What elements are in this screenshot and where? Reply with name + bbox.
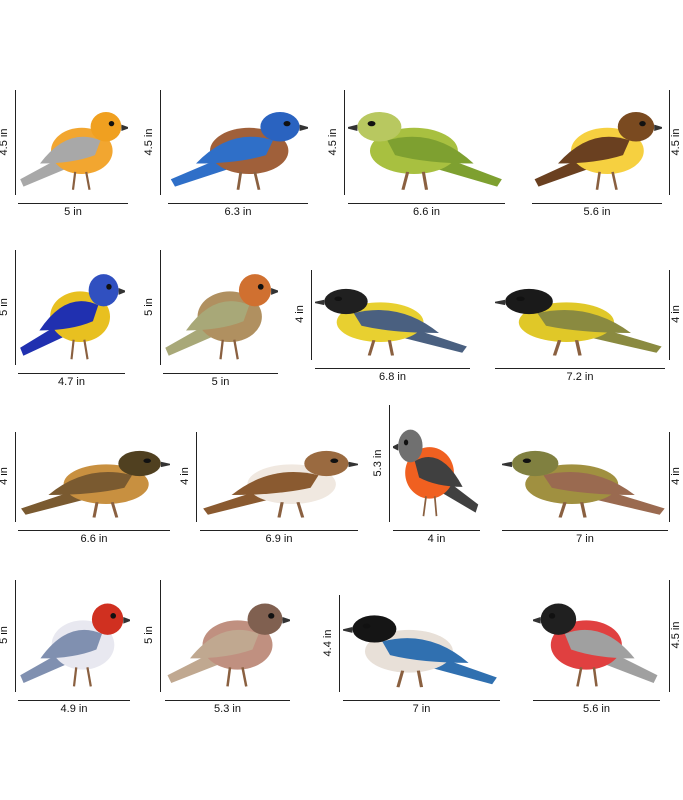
bird-illustration	[170, 112, 308, 190]
width-dimension-line	[200, 530, 358, 531]
width-label: 7 in	[576, 533, 594, 545]
width-dimension-line	[18, 530, 170, 531]
width-label: 5 in	[64, 206, 82, 218]
width-dimension-line	[315, 368, 470, 369]
width-dimension-line	[533, 700, 660, 701]
bird-illustration	[20, 112, 128, 190]
bird-illustration	[495, 288, 662, 356]
height-label: 4.5 in	[670, 128, 682, 155]
width-dimension-line	[343, 700, 500, 701]
width-dimension-line	[168, 203, 308, 204]
bird-illustration	[165, 274, 278, 360]
bird-illustration	[315, 288, 467, 356]
height-label: 4.5 in	[143, 128, 155, 155]
height-dimension-line	[344, 90, 345, 195]
width-dimension-line	[495, 368, 665, 369]
bird-illustration	[21, 450, 170, 518]
height-dimension-line	[160, 580, 161, 692]
width-label: 7 in	[412, 703, 431, 715]
height-label: 4.4 in	[322, 629, 334, 656]
width-label: 6.8 in	[379, 371, 406, 383]
width-label: 6.6 in	[413, 206, 440, 218]
height-label: 4 in	[179, 467, 191, 485]
bird-illustration	[203, 450, 358, 518]
width-label: 5.3 in	[214, 703, 241, 715]
height-dimension-line	[15, 580, 16, 692]
height-label: 5 in	[143, 626, 155, 644]
width-dimension-line	[18, 700, 130, 701]
bird-illustration	[343, 615, 497, 688]
bird-illustration	[20, 274, 125, 360]
bird-illustration	[20, 603, 130, 687]
bird-illustration	[534, 112, 662, 190]
height-dimension-line	[389, 405, 390, 522]
height-dimension-line	[15, 432, 16, 522]
height-label: 5 in	[143, 297, 155, 316]
bird-illustration	[167, 603, 290, 687]
width-dimension-line	[348, 203, 505, 204]
width-label: 6.6 in	[80, 533, 108, 545]
bird-illustration	[533, 603, 658, 687]
width-label: 5.6 in	[583, 703, 610, 715]
width-dimension-line	[393, 530, 480, 531]
width-dimension-line	[18, 203, 128, 204]
height-dimension-line	[669, 580, 670, 692]
width-dimension-line	[532, 203, 662, 204]
height-label: 4 in	[670, 467, 682, 485]
height-dimension-line	[669, 90, 670, 195]
height-label: 4.5 in	[0, 128, 10, 155]
height-dimension-line	[196, 432, 197, 522]
height-label: 5.3 in	[372, 449, 384, 476]
bird-illustration	[502, 450, 665, 518]
width-label: 7.2 in	[566, 371, 594, 383]
width-label: 4 in	[427, 533, 446, 545]
height-label: 4 in	[670, 305, 682, 323]
height-dimension-line	[669, 270, 670, 360]
height-dimension-line	[15, 90, 16, 195]
width-label: 5 in	[211, 376, 230, 388]
height-label: 4.5 in	[670, 621, 682, 649]
width-label: 4.9 in	[60, 703, 88, 715]
height-dimension-line	[339, 595, 340, 692]
height-label: 4.5 in	[327, 128, 339, 155]
height-label: 5 in	[0, 626, 10, 644]
width-label: 6.9 in	[265, 533, 293, 545]
width-dimension-line	[163, 373, 278, 374]
width-dimension-line	[165, 700, 290, 701]
height-label: 4 in	[0, 467, 10, 485]
height-dimension-line	[669, 432, 670, 522]
height-dimension-line	[160, 250, 161, 365]
height-label: 5 in	[0, 297, 10, 316]
height-dimension-line	[160, 90, 161, 195]
height-dimension-line	[311, 270, 312, 360]
width-label: 5.6 in	[583, 206, 611, 218]
width-dimension-line	[502, 530, 668, 531]
width-dimension-line	[18, 373, 125, 374]
height-dimension-line	[15, 250, 16, 365]
height-label: 4 in	[294, 305, 306, 323]
width-label: 4.7 in	[58, 376, 85, 388]
width-label: 6.3 in	[224, 206, 252, 218]
bird-illustration	[348, 112, 502, 190]
bird-illustration	[393, 429, 479, 517]
